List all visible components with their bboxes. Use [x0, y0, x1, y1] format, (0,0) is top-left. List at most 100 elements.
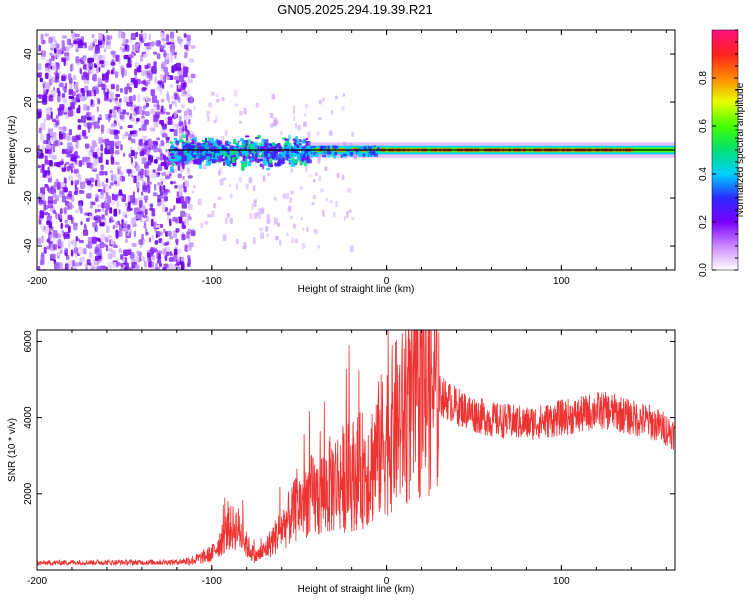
spectrogram-cell	[154, 240, 159, 245]
spectrogram-cell	[145, 228, 148, 236]
spectrogram-cell	[55, 53, 59, 58]
spectrogram-cell	[173, 205, 176, 211]
spectrogram-cell	[174, 100, 177, 108]
spectrogram-cell	[276, 155, 281, 158]
spectrogram-cell	[163, 66, 168, 73]
spectrogram-cell	[259, 158, 264, 162]
spectrogram-cell	[202, 163, 207, 170]
spectrogram-cell	[303, 162, 308, 167]
spectrogram-cell	[72, 222, 79, 227]
spectrogram-cell	[238, 176, 243, 183]
spectrogram-cell	[231, 157, 236, 164]
spectrogram-cell	[68, 129, 73, 136]
spectrogram-cell	[107, 253, 113, 260]
spectrogram-cell	[126, 249, 132, 256]
spectrogram-cell	[80, 95, 86, 102]
spectrogram-cell	[281, 162, 284, 165]
spectrogram-cell	[138, 33, 143, 41]
spectrogram-cell	[349, 245, 354, 252]
spectrogram-cell	[325, 197, 328, 202]
spectrogram-cell	[61, 182, 66, 188]
spectrogram-cell	[362, 153, 366, 157]
spectrogram-cell	[274, 162, 277, 167]
spectrogram-cell	[305, 145, 308, 149]
spectrogram-cell	[70, 240, 73, 245]
spectrogram-cell	[105, 178, 109, 183]
spectrogram-cell	[346, 211, 349, 218]
spectrogram-cell	[154, 266, 160, 270]
spectrogram-cell	[119, 88, 123, 93]
spectrogram-cell	[175, 80, 180, 84]
spectrogram-cell	[248, 139, 251, 143]
spectrogram-cell	[73, 155, 77, 163]
spectrogram-cell	[63, 177, 67, 184]
spectrogram-cell	[287, 205, 292, 212]
spectrogram-cell	[90, 183, 94, 188]
spectrogram-cell	[95, 237, 100, 242]
spectrogram-cell	[122, 96, 127, 103]
spectrogram-cell	[99, 60, 105, 64]
spectrogram-cell	[128, 95, 133, 104]
spectrogram-cell	[115, 84, 120, 92]
spectrogram-cell	[276, 161, 281, 167]
spectrogram-cell	[159, 143, 162, 151]
spectrogram-cell	[124, 214, 128, 218]
spectrogram-cell	[240, 160, 244, 164]
spectrogram-cell	[218, 146, 221, 150]
colorbar-tick-label: 0.8	[698, 71, 709, 85]
spectrogram-cell	[87, 57, 92, 64]
spectrogram-cell	[136, 181, 140, 189]
spectrogram-cell	[169, 44, 176, 53]
spectrogram-cell	[133, 94, 136, 102]
spectrogram-cell	[151, 65, 157, 74]
spectrogram-cell	[161, 133, 168, 138]
spectrogram-cell	[81, 75, 87, 80]
spectrogram-cell	[157, 172, 161, 176]
spectrogram-cell	[237, 140, 240, 143]
spectrogram-cell	[90, 265, 96, 270]
spectrogram-cell	[186, 255, 191, 259]
spectrogram-cell	[91, 121, 96, 126]
spectrogram-cell	[346, 149, 350, 153]
spectrogram-cell	[115, 71, 119, 79]
spectrogram-cell	[194, 136, 198, 143]
spectrogram-cell	[143, 220, 147, 225]
spectrogram-cell	[169, 84, 174, 88]
spectrogram-cell	[97, 77, 102, 85]
spectrogram-cell	[153, 103, 156, 108]
spectrogram-cell	[94, 197, 98, 202]
spectrogram-cell	[57, 239, 62, 247]
spectrogram-cell	[144, 64, 149, 69]
spectrogram-cell	[37, 94, 42, 98]
spectrogram-cell	[39, 133, 44, 141]
spectrogram-cell	[148, 260, 152, 268]
spectrogram-cell	[271, 94, 276, 99]
spectrogram-cell	[235, 183, 238, 190]
spectrogram-cell	[293, 115, 296, 122]
spectrogram-cell	[204, 220, 209, 225]
spectrogram-cell	[159, 185, 162, 193]
spectrogram-cell	[239, 110, 243, 116]
spectrogram-cell	[150, 127, 156, 132]
spectrogram-cell	[284, 146, 289, 149]
spectrogram-cell	[100, 152, 103, 158]
spectrogram-cell	[181, 262, 184, 270]
spectrogram-cell	[102, 73, 105, 81]
spectrogram-cell	[184, 110, 188, 116]
spectrogram-cell	[266, 218, 271, 224]
spectrogram-cell	[162, 52, 168, 56]
spectrogram-cell	[181, 234, 186, 241]
spectrogram-cell	[157, 259, 162, 264]
spectrogram-cell	[183, 150, 189, 156]
spectrogram-cell	[88, 267, 91, 270]
spectrogram-cell	[66, 193, 72, 200]
spectrogram-cell	[173, 248, 178, 256]
spectrogram-cell	[101, 83, 106, 91]
spectrogram-cell	[315, 172, 318, 177]
spectrogram-cell	[330, 110, 334, 115]
spectrogram-cell	[42, 82, 46, 88]
spectrogram-cell	[172, 264, 176, 270]
spectrogram-cell	[153, 61, 157, 67]
spectrogram-cell	[301, 139, 306, 144]
spectrogram-cell	[318, 117, 322, 121]
